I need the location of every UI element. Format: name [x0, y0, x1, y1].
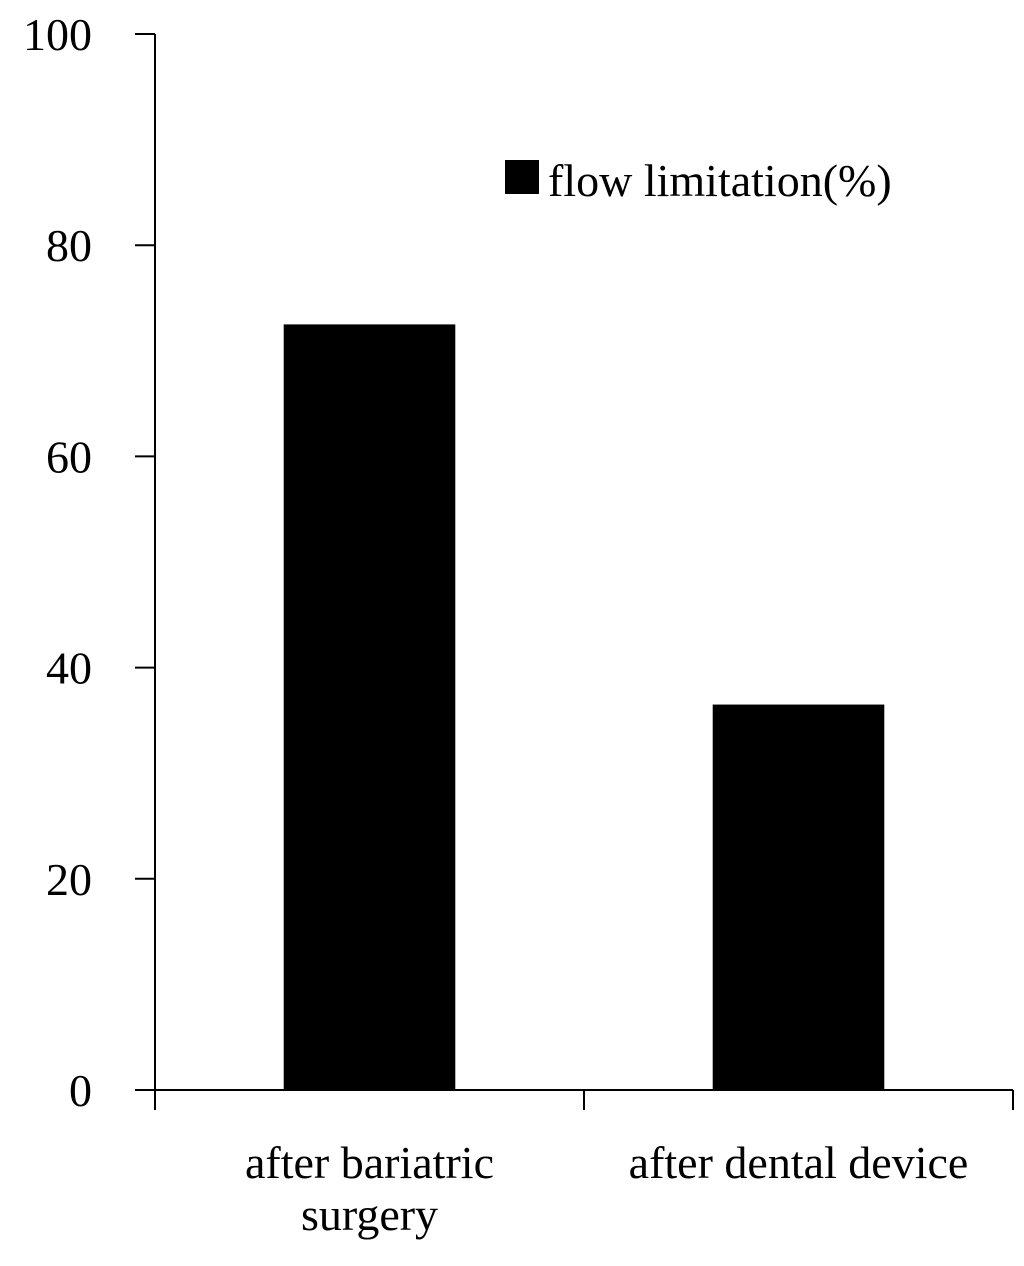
- y-tick-label: 100: [23, 9, 92, 60]
- bar: [283, 324, 456, 1090]
- y-tick-label: 0: [69, 1065, 92, 1116]
- bar: [712, 704, 885, 1090]
- x-category-label: surgery: [301, 1189, 438, 1240]
- legend: flow limitation(%): [505, 155, 892, 206]
- y-tick-label: 20: [46, 854, 92, 905]
- y-tick-label: 40: [46, 643, 92, 694]
- bars: [283, 324, 885, 1090]
- legend-swatch: [505, 160, 539, 194]
- legend-label: flow limitation(%): [548, 155, 892, 206]
- y-tick-label: 60: [46, 431, 92, 482]
- x-category-label: after bariatric: [245, 1137, 494, 1188]
- y-axis: 0 20 40 60 80 100: [23, 9, 156, 1116]
- y-tick-label: 80: [46, 220, 92, 271]
- x-category-label: after dental device: [629, 1137, 969, 1188]
